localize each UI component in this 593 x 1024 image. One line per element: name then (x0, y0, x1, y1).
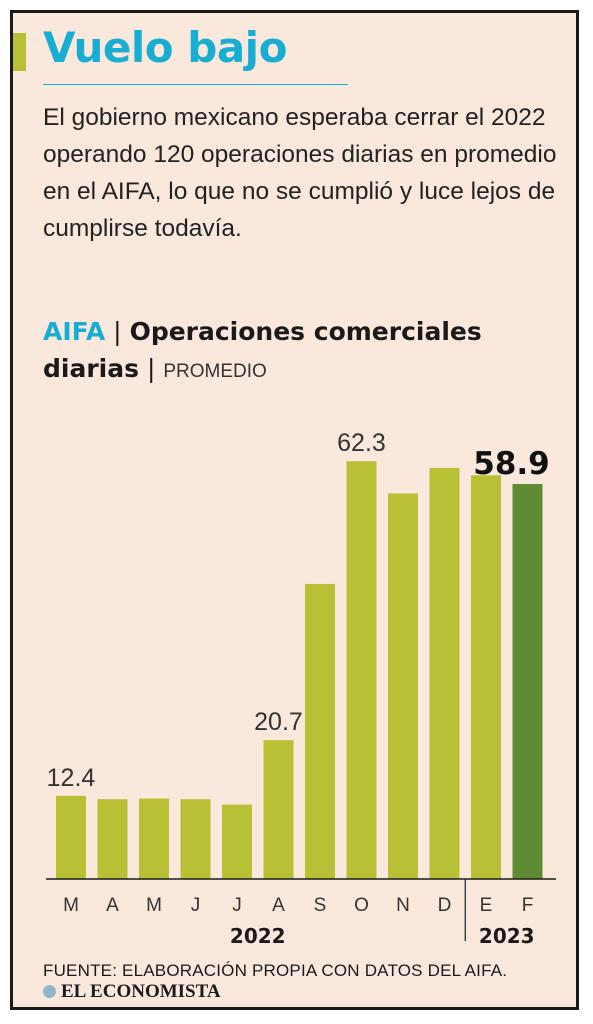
data-label-5: 20.7 (254, 708, 303, 736)
x-tick-label-11: F (522, 895, 534, 916)
x-tick-label-2: M (146, 895, 162, 916)
x-tick-label-0: M (63, 895, 79, 916)
publisher-logo-text: EL ECONOMISTA (61, 981, 221, 1002)
bar-7 (346, 461, 377, 879)
x-tick-label-6: S (314, 895, 327, 916)
chart-subtitle: PROMEDIO (163, 361, 267, 382)
year-label-1: 2023 (479, 924, 535, 948)
page-title: Vuelo bajo (43, 23, 287, 72)
x-tick-label-3: J (191, 895, 201, 916)
chart-subtitle-separator: | (146, 354, 156, 383)
data-label-0: 12.4 (47, 764, 96, 792)
x-tick-label-5: A (272, 895, 285, 916)
x-tick-label-4: J (232, 895, 242, 916)
infographic-card: Vuelo bajo El gobierno mexicano esperaba… (10, 10, 579, 1010)
bar-8 (388, 493, 418, 879)
title-underline (43, 84, 348, 85)
publisher-logo-icon (43, 985, 56, 998)
bar-9 (429, 467, 460, 879)
source-note: FUENTE: ELABORACIÓN PROPIA CON DATOS DEL… (43, 961, 508, 980)
bar-3 (180, 799, 211, 879)
data-label-7: 62.3 (337, 429, 386, 457)
bar-10 (471, 475, 501, 879)
x-tick-label-9: D (438, 895, 452, 916)
bar-chart: M A M J J A S O N D E F 2022 2023 12.4 20.7 62.3 58.9 (46, 429, 556, 948)
bar-5 (263, 740, 294, 879)
data-label-11: 58.9 (473, 446, 550, 482)
bar-1 (97, 799, 128, 879)
x-tick-label-8: N (396, 895, 410, 916)
bar-6 (305, 583, 335, 879)
chart-title-separator: | (113, 317, 122, 346)
chart-title: AIFA | Operaciones comerciales diarias |… (43, 313, 563, 390)
bar-11 (512, 484, 543, 879)
publisher-logo: EL ECONOMISTA (43, 981, 221, 1003)
x-tick-label-10: E (480, 895, 493, 916)
x-tick-label-7: O (354, 895, 369, 916)
chart-brand: AIFA (43, 317, 106, 346)
bar-4 (222, 804, 252, 879)
chart-main-title: Operaciones comerciales diarias (43, 317, 482, 383)
x-tick-label-1: A (106, 895, 119, 916)
title-accent-bar (13, 33, 26, 71)
year-label-0: 2022 (230, 924, 286, 948)
bar-2 (139, 798, 169, 879)
bar-0 (56, 795, 86, 879)
intro-text: El gobierno mexicano esperaba cerrar el … (43, 104, 557, 242)
